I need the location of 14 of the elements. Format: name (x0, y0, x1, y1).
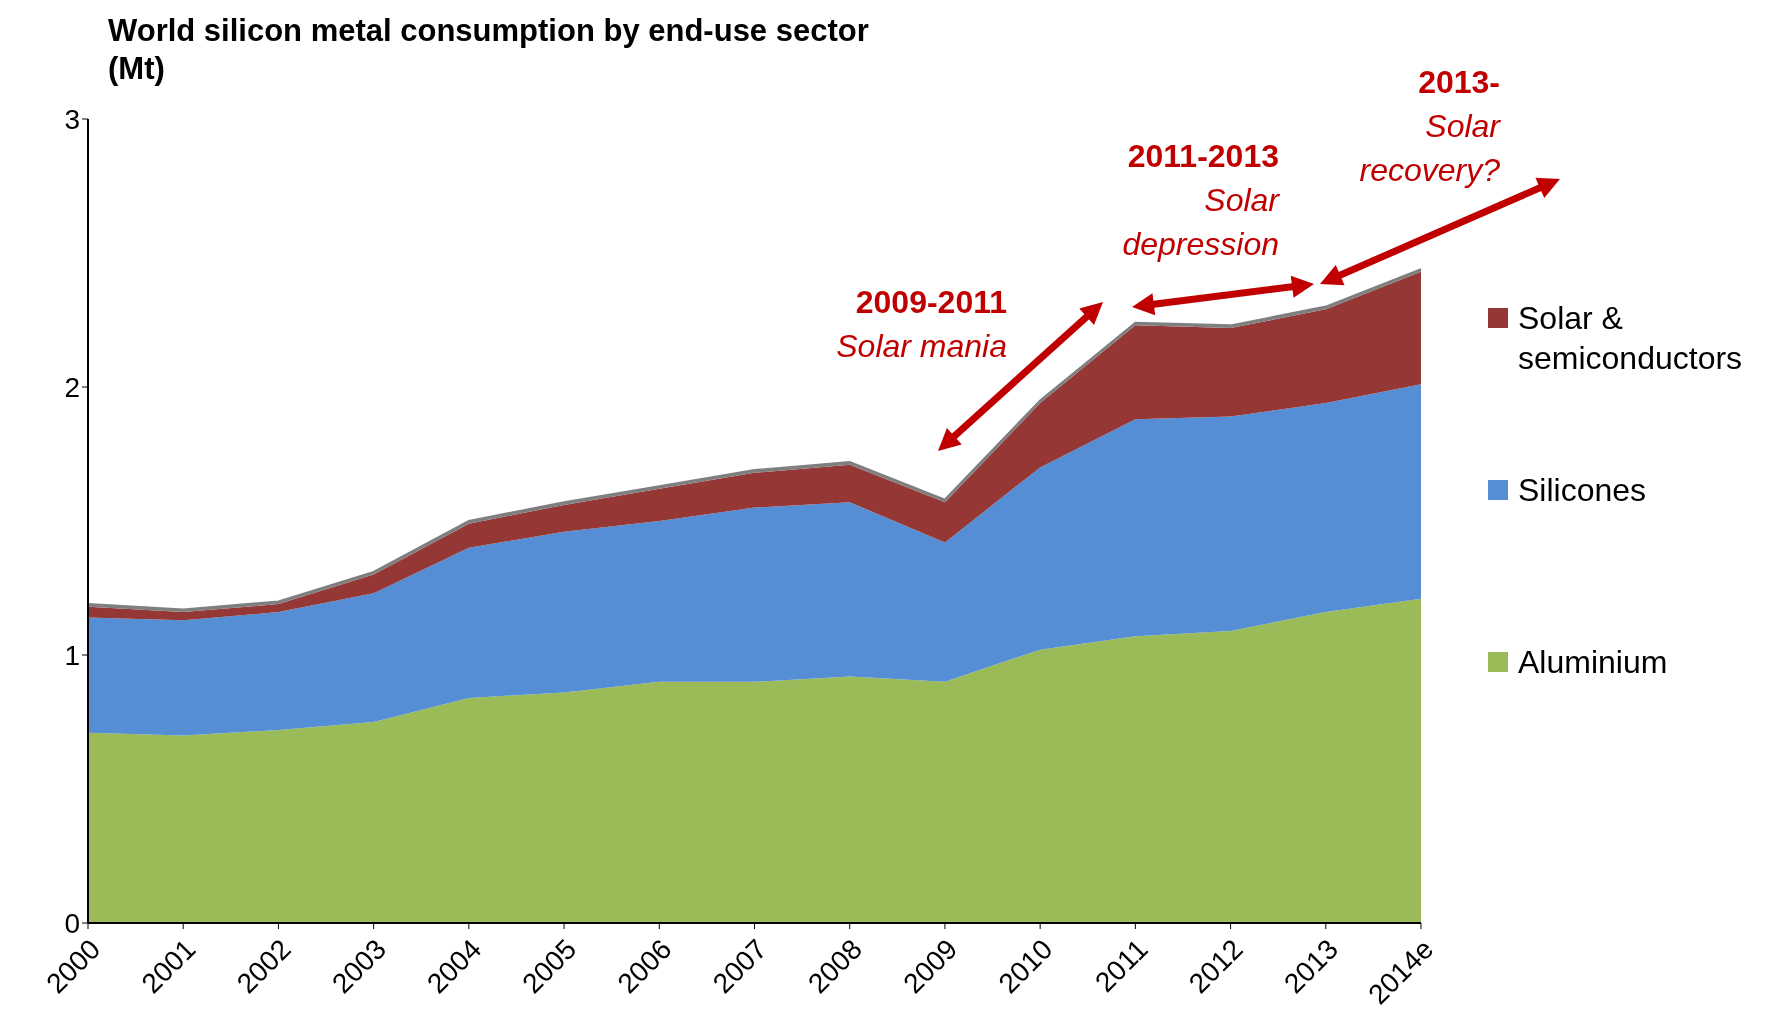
annotation: Solar depression (1121, 181, 1279, 264)
annotation: 2009-2011 (854, 283, 1007, 322)
legend-label: Silicones (1518, 471, 1647, 510)
legend-label: Solar & semiconductors (1518, 299, 1744, 378)
y-tick-label: 3 (64, 103, 80, 135)
annotation: Solar mania (835, 327, 1007, 366)
chart-title: World silicon metal consumption by end-use sector (Mt) (108, 12, 870, 88)
y-tick-label: 1 (64, 639, 80, 671)
y-tick-label: 0 (64, 907, 80, 939)
y-tick-label: 2 (64, 371, 80, 403)
text: 2013- (1417, 63, 1500, 102)
annotation: 2011-2013 (1126, 137, 1279, 176)
annotation: Solar recovery? (1358, 107, 1500, 190)
legend-label: Aluminium (1518, 643, 1668, 682)
